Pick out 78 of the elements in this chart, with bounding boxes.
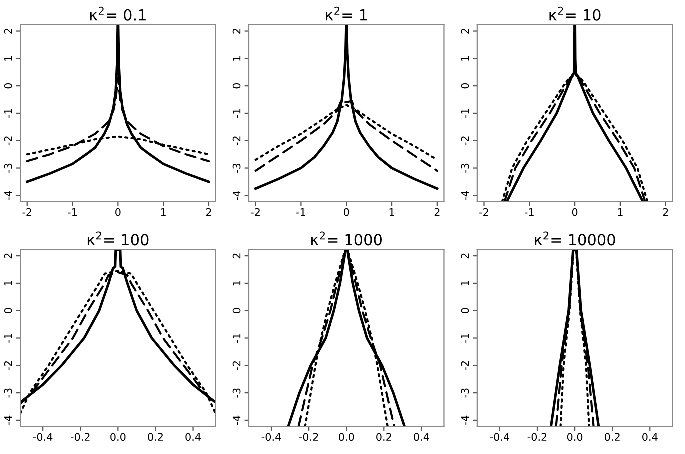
y-tick-label: 2 bbox=[4, 254, 12, 259]
x-tick-label: 0.4 bbox=[414, 433, 430, 442]
x-tick-label: 0.4 bbox=[186, 433, 201, 442]
x-tick-label: 1 bbox=[161, 208, 166, 216]
x-tick-label: -0.2 bbox=[299, 433, 318, 442]
y-tick-label: -1 bbox=[232, 109, 241, 118]
x-tick-label: 0.2 bbox=[148, 433, 163, 442]
x-tick-label: 2 bbox=[663, 208, 668, 216]
y-tick-label: -4 bbox=[4, 191, 12, 200]
y-tick-label: 2 bbox=[461, 29, 470, 34]
y-tick-label: -3 bbox=[461, 388, 470, 398]
x-tick-label: -0.2 bbox=[528, 433, 547, 442]
y-tick-label: 1 bbox=[461, 281, 470, 286]
y-tick-label: -3 bbox=[4, 388, 12, 398]
y-tick-label: 2 bbox=[4, 29, 12, 34]
y-tick-label: 1 bbox=[461, 56, 470, 61]
x-tick-label: 0 bbox=[344, 208, 350, 216]
y-tick-label: 0 bbox=[4, 308, 12, 314]
y-tick-label: 0 bbox=[4, 83, 12, 89]
y-tick-label: -3 bbox=[4, 164, 12, 173]
y-tick-label: -2 bbox=[461, 136, 470, 146]
y-tick-label: -1 bbox=[4, 109, 12, 118]
x-tick-label: -2 bbox=[480, 208, 488, 216]
y-tick-label: 1 bbox=[4, 56, 12, 61]
y-tick-label: 1 bbox=[232, 56, 241, 61]
y-tick-label: -2 bbox=[4, 362, 12, 370]
y-tick-label: 1 bbox=[4, 281, 12, 286]
y-tick-label: -4 bbox=[232, 416, 241, 426]
y-tick-label: -4 bbox=[461, 191, 470, 200]
x-tick-label: -1 bbox=[524, 208, 534, 216]
y-tick-label: -1 bbox=[461, 109, 470, 118]
x-tick-label: 1 bbox=[390, 208, 394, 216]
x-tick-label: -1 bbox=[296, 208, 306, 216]
y-tick-label: -3 bbox=[232, 164, 241, 173]
y-tick-label: 0 bbox=[232, 83, 241, 89]
y-tick-label: -2 bbox=[4, 136, 12, 146]
x-tick-label: 1 bbox=[618, 208, 623, 216]
x-tick-label: -0.2 bbox=[70, 433, 90, 442]
y-tick-label: -1 bbox=[232, 334, 241, 343]
x-tick-label: -0.4 bbox=[490, 433, 510, 442]
x-tick-label: -2 bbox=[251, 208, 260, 216]
y-tick-label: 2 bbox=[232, 29, 241, 34]
chart-title: κ$^{2}$= 0.1 bbox=[90, 6, 146, 21]
x-tick-label: 2 bbox=[434, 208, 440, 216]
y-tick-label: 2 bbox=[232, 254, 241, 259]
x-tick-label: -1 bbox=[68, 208, 77, 216]
x-tick-label: 0.2 bbox=[376, 433, 392, 442]
x-tick-label: -0.4 bbox=[33, 433, 53, 442]
y-tick-label: -3 bbox=[461, 164, 470, 173]
x-tick-label: -2 bbox=[22, 208, 32, 216]
x-tick-label: 0 bbox=[572, 208, 578, 216]
chart-title: κ$^{2}$= 10 bbox=[550, 6, 601, 21]
x-tick-label: 0.4 bbox=[642, 433, 658, 442]
x-tick-label: 0.2 bbox=[605, 433, 620, 442]
y-tick-label: 0 bbox=[232, 308, 241, 314]
chart-title: κ$^{2}$= 1000 bbox=[312, 232, 382, 246]
x-tick-label: 0.0 bbox=[110, 433, 126, 442]
y-tick-label: -4 bbox=[232, 191, 241, 200]
x-tick-label: 2 bbox=[206, 208, 212, 216]
x-tick-label: 0.0 bbox=[339, 433, 354, 442]
x-tick-label: -0.4 bbox=[262, 433, 282, 442]
chart-title: κ$^{2}$= 1 bbox=[326, 6, 368, 21]
y-tick-label: -4 bbox=[4, 416, 12, 426]
y-tick-label: 0 bbox=[461, 83, 470, 89]
y-tick-label: -1 bbox=[4, 334, 12, 343]
chart-title: κ$^{2}$= 100 bbox=[88, 232, 149, 246]
y-tick-label: -1 bbox=[461, 334, 470, 343]
y-tick-label: -2 bbox=[461, 362, 470, 370]
y-tick-label: -2 bbox=[232, 136, 241, 146]
y-tick-label: 2 bbox=[461, 254, 470, 259]
y-tick-label: -2 bbox=[232, 362, 241, 370]
y-tick-label: -4 bbox=[461, 416, 470, 426]
chart-title: κ$^{2}$= 10000 bbox=[535, 232, 616, 246]
x-tick-label: 0.0 bbox=[567, 433, 583, 442]
y-tick-label: -3 bbox=[232, 388, 241, 398]
x-tick-label: 0 bbox=[116, 208, 121, 216]
y-tick-label: 0 bbox=[461, 308, 470, 314]
y-tick-label: 1 bbox=[232, 281, 241, 286]
